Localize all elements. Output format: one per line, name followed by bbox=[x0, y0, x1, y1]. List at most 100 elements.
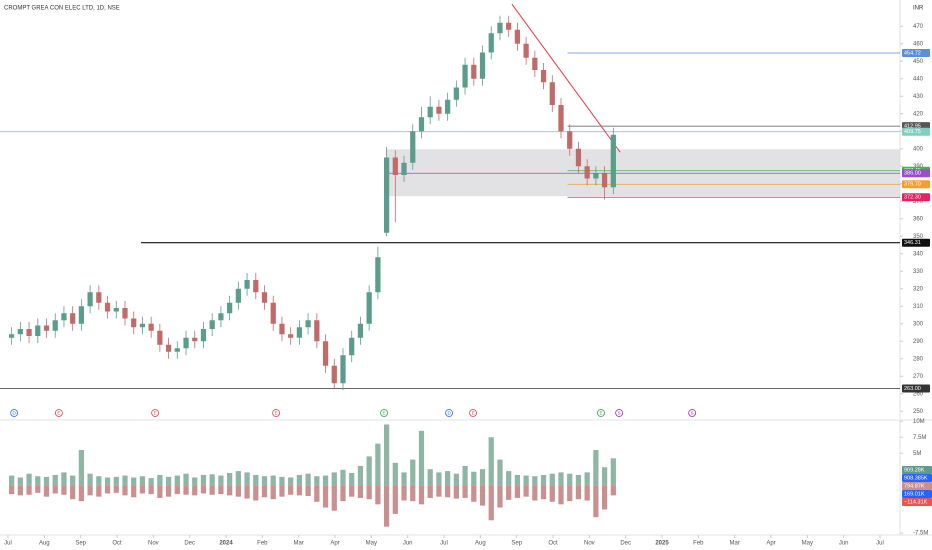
x-tick-label: Oct bbox=[548, 541, 558, 547]
x-tick-label: Oct bbox=[112, 541, 122, 547]
candle-body bbox=[488, 33, 494, 53]
volume-bar bbox=[87, 485, 93, 496]
trendline bbox=[511, 3, 621, 153]
event-label: E bbox=[383, 410, 386, 415]
event-label: S bbox=[618, 410, 621, 415]
x-tick-label: Dec bbox=[184, 541, 195, 547]
volume-bar bbox=[540, 474, 547, 486]
volume-bar bbox=[462, 466, 468, 486]
volume-bar bbox=[26, 473, 32, 486]
volume-bar bbox=[270, 475, 276, 486]
event-icon bbox=[151, 409, 160, 417]
volume-bar bbox=[436, 472, 442, 486]
volume-bar bbox=[436, 485, 442, 497]
volume-bar bbox=[96, 485, 102, 497]
volume-bar bbox=[584, 472, 590, 486]
volume-bar bbox=[305, 473, 311, 486]
event-icon bbox=[688, 409, 697, 417]
chart-title: CROMPT GREA CON ELEC LTD, 1D, NSE bbox=[4, 6, 120, 12]
volume-bar bbox=[218, 485, 224, 495]
y-tick-label: 430 bbox=[913, 94, 924, 100]
volume-bar bbox=[593, 450, 599, 486]
volume-bar bbox=[148, 478, 154, 486]
candle-body bbox=[157, 330, 163, 345]
x-tick-label: Apr bbox=[766, 541, 775, 547]
candle-body bbox=[70, 313, 76, 324]
volume-bar bbox=[558, 472, 564, 486]
candle-body bbox=[357, 323, 364, 338]
y-tick-label: 330 bbox=[913, 269, 924, 275]
volume-bar bbox=[17, 485, 23, 496]
candle-body bbox=[244, 280, 250, 289]
event-label: D bbox=[13, 410, 17, 415]
volume-bar bbox=[497, 459, 503, 486]
volume-badge-label: 909.28K bbox=[904, 467, 925, 473]
volume-bar bbox=[340, 485, 346, 502]
volume-bar bbox=[270, 485, 276, 500]
candle-body bbox=[584, 166, 590, 179]
volume-tick-label: 5M bbox=[913, 451, 921, 457]
candle-body bbox=[113, 308, 119, 312]
x-tick-label: Feb bbox=[693, 541, 704, 547]
y-tick-label: 440 bbox=[913, 76, 924, 82]
volume-bar bbox=[261, 476, 268, 486]
volume-bar bbox=[26, 485, 32, 495]
y-tick-label: 270 bbox=[913, 374, 924, 380]
volume-bar bbox=[349, 485, 355, 497]
candle-body bbox=[78, 306, 85, 324]
volume-bar bbox=[410, 459, 416, 486]
volume-bar bbox=[401, 485, 407, 501]
volume-badge bbox=[902, 482, 932, 490]
x-tick-label: Jun bbox=[403, 541, 413, 547]
x-tick-label: May bbox=[802, 541, 813, 547]
volume-bar bbox=[567, 473, 573, 486]
candle-body bbox=[131, 318, 137, 328]
volume-bar bbox=[445, 471, 451, 486]
candle-body bbox=[497, 22, 503, 34]
candle-body bbox=[96, 292, 102, 303]
volume-bar bbox=[549, 485, 555, 502]
volume-bar bbox=[340, 469, 346, 486]
volume-bar bbox=[192, 485, 198, 496]
event-icon bbox=[615, 409, 624, 417]
volume-bar bbox=[427, 469, 433, 486]
volume-bar bbox=[157, 474, 163, 486]
volume-bar bbox=[183, 485, 189, 495]
volume-badge bbox=[902, 498, 932, 506]
y-tick-label: 460 bbox=[913, 41, 924, 47]
zone bbox=[385, 149, 900, 197]
event-label: E bbox=[57, 410, 60, 415]
volume-bar bbox=[575, 474, 582, 486]
x-tick-label: Jul bbox=[440, 541, 448, 547]
volume-bar bbox=[514, 474, 521, 486]
y-tick-label: 250 bbox=[913, 409, 924, 415]
volume-bar bbox=[183, 473, 189, 486]
volume-bar bbox=[148, 485, 154, 495]
candle-body bbox=[549, 82, 555, 105]
volume-bar bbox=[506, 471, 512, 486]
volume-bar bbox=[227, 485, 233, 496]
candle-body bbox=[427, 106, 433, 118]
candle-body bbox=[401, 162, 407, 175]
volume-bar bbox=[383, 485, 390, 527]
volume-bar bbox=[488, 437, 494, 486]
candle-body bbox=[52, 320, 58, 331]
volume-bar bbox=[78, 485, 85, 502]
volume-bar bbox=[375, 485, 381, 505]
event-icon bbox=[272, 409, 281, 417]
x-tick-label: 2025 bbox=[655, 541, 669, 547]
candle-body bbox=[174, 348, 180, 352]
volume-bar bbox=[575, 485, 582, 500]
event-label: S bbox=[691, 410, 694, 415]
volume-bar bbox=[514, 485, 521, 498]
candle-body bbox=[331, 365, 337, 384]
volume-bar bbox=[601, 485, 608, 510]
level-label: 379.70 bbox=[904, 182, 921, 188]
candle-body bbox=[26, 329, 32, 336]
volume-bar bbox=[453, 473, 459, 486]
volume-bar bbox=[610, 485, 616, 496]
level-badge bbox=[902, 169, 930, 178]
event-icon bbox=[445, 409, 453, 417]
volume-bar bbox=[61, 472, 67, 486]
